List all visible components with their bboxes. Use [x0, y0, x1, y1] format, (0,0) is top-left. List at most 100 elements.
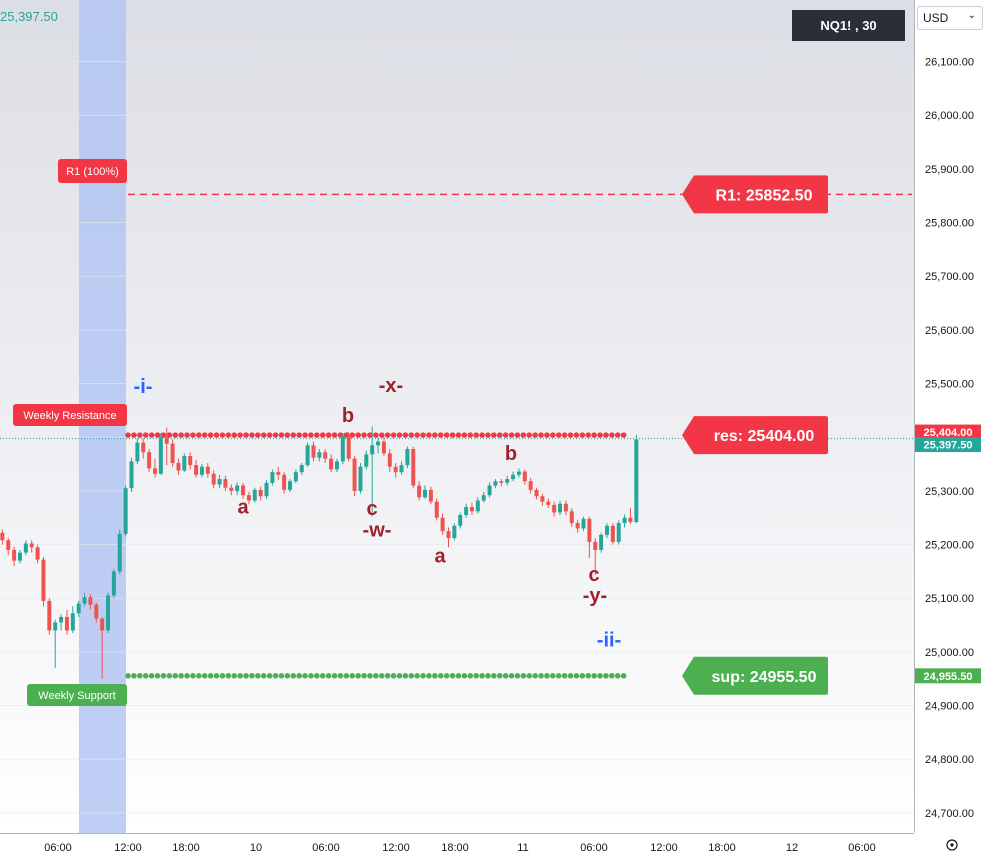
candle: [428, 486, 433, 505]
candle-body: [252, 489, 257, 501]
time-tick-label: 18:00: [708, 842, 736, 851]
candle: [299, 462, 304, 475]
candle: [376, 437, 381, 454]
price-tick-label: 25,300.00: [925, 486, 974, 498]
candle: [423, 485, 428, 499]
candle: [546, 498, 551, 509]
candle-body: [29, 543, 34, 548]
candle: [241, 482, 246, 499]
candle: [217, 474, 222, 489]
candle: [346, 431, 351, 462]
settings-icon[interactable]: [946, 839, 958, 851]
candle: [305, 442, 310, 467]
candle: [229, 484, 234, 496]
weekly-resistance-label: Weekly Resistance: [13, 404, 127, 426]
candle-body: [311, 445, 316, 458]
candle-body: [288, 481, 292, 490]
candle-body: [616, 523, 621, 542]
candle-body: [599, 534, 604, 550]
candle: [17, 549, 22, 564]
candle-body: [258, 489, 263, 497]
candle: [6, 537, 11, 556]
candle: [311, 441, 316, 462]
candle-body: [634, 439, 639, 523]
candle: [0, 529, 5, 545]
candle: [587, 516, 592, 558]
support-axis-label-text: 24,955.50: [924, 671, 973, 683]
candle: [164, 427, 169, 466]
candle-body: [376, 441, 381, 446]
candle-body: [158, 437, 163, 474]
candle-body: [123, 488, 128, 534]
candle-body: [270, 472, 275, 483]
candle: [158, 432, 163, 475]
candle-body: [53, 622, 58, 631]
candle: [558, 500, 563, 516]
last-price-axis-label-box: [915, 437, 981, 453]
time-tick-label: 18:00: [441, 842, 469, 851]
candle: [522, 469, 527, 485]
time-tick-label: 12: [786, 842, 798, 851]
candle: [176, 458, 181, 475]
candle: [528, 478, 533, 494]
candle-body: [358, 466, 363, 491]
candle: [616, 520, 621, 545]
candle: [82, 592, 87, 607]
currency-select[interactable]: USD ⌄: [917, 6, 983, 30]
symbol-badge[interactable]: NQ1! , 30: [792, 10, 905, 41]
candle: [610, 523, 615, 545]
candle-body: [417, 485, 422, 498]
price-tick-label: 25,900.00: [925, 164, 974, 176]
candle-body: [106, 595, 111, 631]
price-tick-label: 24,900.00: [925, 701, 974, 713]
candle: [141, 438, 146, 459]
support-value-tag-box: [682, 656, 828, 695]
wave-label: c: [588, 564, 599, 586]
candle: [147, 449, 152, 473]
candle-body: [610, 525, 615, 542]
candle-body: [246, 495, 251, 501]
candle-body: [299, 465, 304, 473]
candle: [622, 514, 627, 528]
resistance-value-tag-text: res: 25404.00: [714, 428, 815, 445]
candle-body: [111, 571, 116, 596]
last-price-axis-label-text: 25,397.50: [924, 440, 973, 452]
candle: [387, 449, 392, 473]
resistance-value-tag: res: 25404.00: [682, 416, 828, 455]
candle: [270, 469, 275, 486]
candle-body: [387, 453, 392, 467]
candle: [59, 614, 64, 631]
candle-body: [264, 482, 269, 497]
candle-body: [458, 515, 463, 526]
candle: [464, 503, 469, 518]
candle: [393, 462, 398, 478]
candle: [252, 487, 257, 503]
time-tick-label: 06:00: [312, 842, 340, 851]
candle-body: [352, 458, 357, 491]
resistance-value-tag-box: [682, 416, 828, 455]
candle-body: [182, 456, 187, 471]
candle: [106, 592, 111, 634]
candle-body: [511, 474, 516, 480]
support-value-tag: sup: 24955.50: [682, 656, 828, 695]
candle-body: [117, 533, 122, 572]
price-tick-label: 25,000.00: [925, 647, 974, 659]
candle: [411, 446, 416, 489]
candle-body: [475, 500, 480, 512]
candle-body: [423, 489, 428, 498]
time-tick-label: 11: [517, 842, 528, 851]
candle: [569, 508, 574, 527]
candle-body: [323, 452, 328, 459]
candle-body: [434, 501, 439, 518]
candle-body: [205, 466, 210, 474]
candle: [35, 544, 40, 564]
candle: [340, 432, 345, 465]
candle-body: [88, 597, 93, 605]
candle-body: [534, 489, 539, 497]
candle-body: [393, 466, 398, 473]
candle-body: [593, 541, 598, 550]
currency-value: USD: [923, 11, 949, 25]
candle-body: [487, 485, 492, 496]
candle-body: [440, 517, 445, 532]
